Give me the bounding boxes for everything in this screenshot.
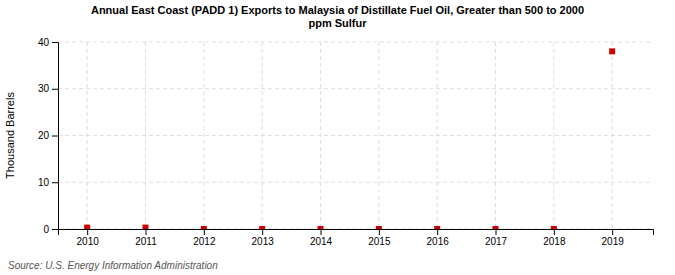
- tick-label: 0: [43, 224, 49, 235]
- tick-label: 40: [38, 37, 50, 48]
- grid-line-x: [612, 42, 613, 229]
- tick-label: 20: [38, 130, 50, 141]
- tick-label: 2013: [252, 236, 275, 247]
- tick: 2019: [602, 229, 625, 247]
- tick-label: 2011: [135, 236, 157, 247]
- y-axis-label: Thousand Barrels: [4, 92, 16, 179]
- tick-mark: [437, 229, 438, 235]
- grid-line-y: [58, 42, 653, 43]
- tick-mark: [554, 229, 555, 235]
- tick-mark: [204, 229, 205, 235]
- tick: 2018: [543, 229, 566, 247]
- grid-line-x: [320, 42, 321, 229]
- tick: 2017: [485, 229, 508, 247]
- title: Annual East Coast (PADD 1) Exports to Ma…: [91, 4, 584, 29]
- tick: 2014: [310, 229, 333, 247]
- tick: 20: [38, 130, 58, 141]
- tick-label: 10: [38, 177, 50, 188]
- tick: 2010: [77, 229, 100, 247]
- tick-label: 2014: [310, 236, 333, 247]
- tick: 2015: [368, 229, 391, 247]
- tick-label: 2012: [193, 236, 216, 247]
- tick-mark: [52, 89, 58, 90]
- grid-line-y: [58, 182, 653, 183]
- axis-line: [52, 43, 59, 230]
- grid-line-x: [203, 42, 204, 229]
- tick-mark: [52, 42, 58, 43]
- point: [143, 225, 149, 229]
- grid-line-x: [145, 42, 146, 229]
- tick-mark: [52, 229, 58, 230]
- tick-label: 2016: [427, 236, 450, 247]
- tick: 2011: [135, 229, 157, 247]
- plot-area: 2010201120122013201420152016201720182019…: [38, 37, 654, 247]
- tick: 2016: [427, 229, 450, 247]
- tick-mark: [612, 229, 613, 235]
- point: [376, 226, 382, 229]
- tick-mark: [496, 229, 497, 235]
- point: [609, 48, 615, 54]
- tick-mark: [321, 229, 322, 235]
- chart: 2010201120122013201420152016201720182019…: [0, 0, 675, 275]
- tick-label: 2019: [602, 236, 625, 247]
- grid-line-x: [437, 42, 438, 229]
- grid-line-x: [378, 42, 379, 229]
- marks: [84, 48, 615, 229]
- tick-mark: [146, 229, 147, 235]
- tick: 0: [43, 224, 58, 235]
- tick: 2012: [193, 229, 216, 247]
- axis-line: [59, 230, 654, 236]
- tick-label: 2015: [368, 236, 391, 247]
- title-line: Annual East Coast (PADD 1) Exports to Ma…: [91, 4, 584, 16]
- grid-line-y: [58, 135, 653, 136]
- tick-label: 30: [38, 83, 50, 94]
- grid-line-x: [495, 42, 496, 229]
- grid-line-x: [87, 42, 88, 229]
- tick-label: 2017: [485, 236, 508, 247]
- tick-mark: [52, 136, 58, 137]
- tick-mark: [87, 229, 88, 235]
- point: [259, 226, 265, 229]
- tick-mark: [52, 182, 58, 183]
- y-axis: 0 10 20 30 40: [38, 37, 59, 235]
- grid: [58, 42, 653, 229]
- point: [434, 226, 440, 229]
- tick: 30: [38, 83, 58, 94]
- point: [318, 226, 324, 229]
- tick: 10: [38, 177, 58, 188]
- tick-mark: [262, 229, 263, 235]
- point: [84, 225, 90, 229]
- point: [551, 226, 557, 229]
- tick: 2013: [252, 229, 275, 247]
- grid-line-y: [58, 88, 653, 89]
- point: [201, 226, 207, 229]
- tick-mark: [379, 229, 380, 235]
- grid-line-x: [553, 42, 554, 229]
- point: [493, 226, 499, 229]
- tick: 40: [38, 37, 58, 48]
- grid-line-x: [262, 42, 263, 229]
- tick-label: 2010: [77, 236, 100, 247]
- tick-label: 2018: [543, 236, 566, 247]
- annotation: Source: U.S. Energy Information Administ…: [8, 260, 218, 271]
- x-axis: 2010 2011 2012 2013 2014 2015 2016 2017 2018 2019: [59, 229, 654, 247]
- title-line: ppm Sulfur: [308, 17, 367, 29]
